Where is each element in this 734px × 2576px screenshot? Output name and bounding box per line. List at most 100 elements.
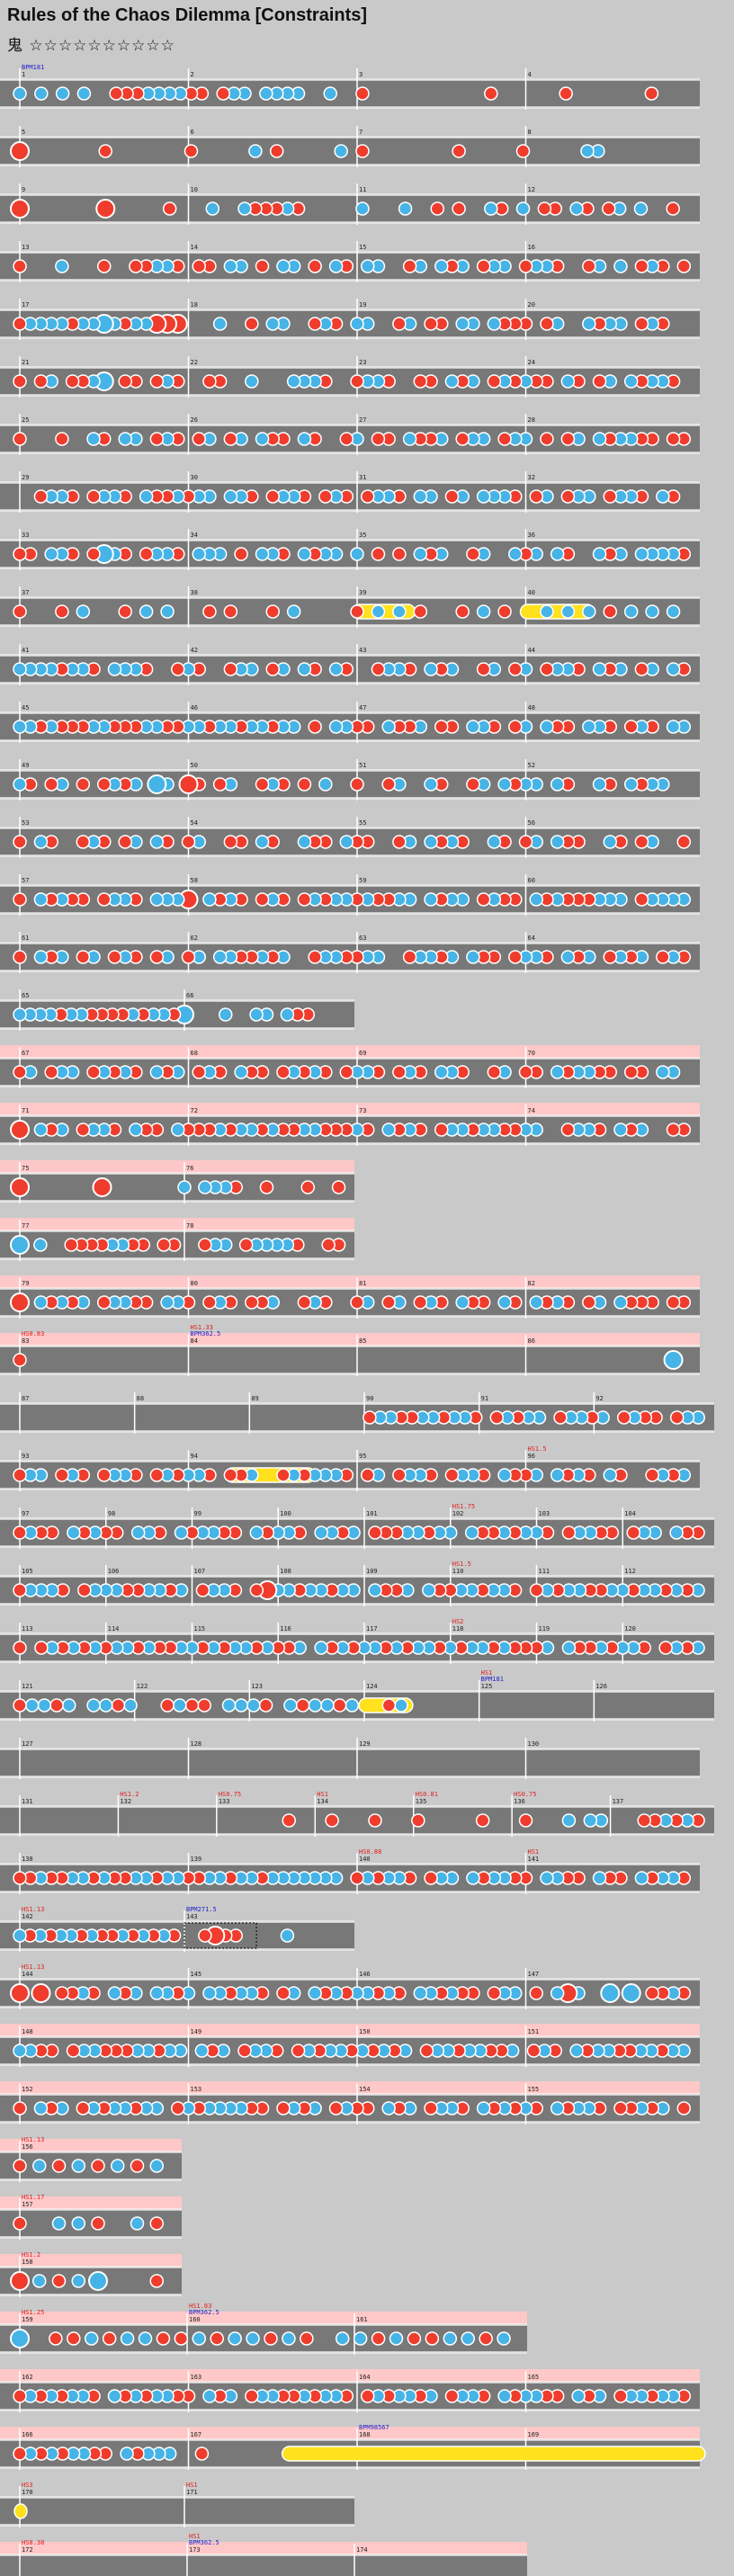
bar-number: 148 [22, 2028, 33, 2035]
ka-note [328, 720, 344, 734]
don-note [223, 604, 238, 619]
bar-number: 97 [22, 1510, 29, 1517]
ka-note [569, 2044, 584, 2058]
scroll-speed-label: HS1 [189, 2533, 201, 2540]
don-note [419, 2044, 434, 2058]
note-lane [0, 2499, 354, 2524]
ka-note [149, 2159, 164, 2173]
don-note [560, 432, 576, 446]
ka-note [160, 1295, 175, 1310]
bar-number: 113 [22, 1625, 33, 1632]
don-note [245, 317, 259, 331]
ka-note [149, 835, 165, 849]
don-note [198, 1238, 212, 1252]
don-note [560, 1123, 576, 1137]
don-note [181, 835, 196, 849]
ka-note [444, 374, 460, 389]
ka-note [540, 604, 554, 619]
don-note [518, 1813, 533, 1828]
don-note [559, 86, 573, 101]
scroll-speed-label: HS0.81 [416, 1791, 438, 1798]
don-note [13, 892, 27, 907]
ka-note [334, 144, 348, 158]
don-note [297, 777, 312, 792]
ka-note [320, 1698, 335, 1713]
bar-number: 149 [191, 2028, 202, 2035]
ka-note [497, 777, 512, 792]
don-note [466, 777, 480, 792]
bar-number: 131 [22, 1798, 33, 1805]
don-note [223, 432, 238, 446]
don-note [392, 835, 407, 849]
bar-number: 109 [366, 1568, 378, 1575]
ka-note [623, 374, 639, 389]
bar-number: 84 [191, 1337, 198, 1345]
ka-note [569, 201, 584, 216]
bar-number: 15 [359, 244, 366, 251]
bar-number: 66 [186, 992, 193, 999]
ka-note [51, 2216, 67, 2231]
ka-note [455, 317, 470, 331]
bar-number: 76 [186, 1165, 193, 1172]
ka-note [484, 201, 498, 216]
ka-note [339, 835, 354, 849]
don-note [476, 662, 491, 676]
bar-number: 92 [595, 1395, 603, 1402]
scroll-speed-label: HS1.2 [22, 2251, 40, 2258]
big-don-note [10, 199, 30, 219]
bar-number: 41 [22, 647, 29, 654]
bar-number: 153 [191, 2086, 202, 2093]
gogo-band [0, 2427, 700, 2439]
bpm-change-label: BPM181 [22, 64, 44, 71]
bar-number: 129 [359, 1740, 371, 1748]
ka-note [219, 1007, 233, 1022]
don-note [33, 489, 49, 504]
ka-note [120, 2331, 135, 2346]
don-note [413, 374, 428, 389]
don-note [452, 144, 466, 158]
ka-note [355, 201, 370, 216]
ka-note [297, 547, 312, 561]
ka-note [392, 604, 407, 619]
scroll-speed-label: HS1.5 [452, 1561, 471, 1568]
don-note [55, 432, 69, 446]
bar-number: 21 [22, 359, 29, 366]
don-note [475, 1813, 490, 1828]
ka-note [71, 2216, 85, 2231]
ka-note [669, 1525, 684, 1540]
don-note [13, 950, 27, 964]
don-note [171, 2101, 185, 2115]
bar-number: 145 [191, 1971, 202, 1978]
ka-note [592, 547, 607, 561]
don-note [355, 86, 370, 101]
bpm-change-label: BPM98567 [359, 2424, 389, 2431]
don-note [198, 1928, 212, 1943]
don-note [332, 1698, 347, 1713]
don-note [291, 2044, 306, 2058]
don-note [381, 777, 396, 792]
don-note [77, 1583, 92, 1597]
ka-note [434, 1065, 449, 1079]
don-note [66, 2044, 81, 2058]
don-note [118, 374, 132, 389]
bar-number: 126 [595, 1683, 607, 1690]
don-note [55, 1986, 69, 2000]
ka-note [76, 604, 91, 619]
don-note [634, 259, 649, 273]
ka-note [283, 1698, 298, 1713]
ka-note [32, 2159, 47, 2173]
ka-note [282, 2331, 296, 2346]
ka-note [205, 201, 220, 216]
bar-number: 154 [359, 2086, 371, 2093]
don-note [318, 489, 333, 504]
don-note [149, 1468, 165, 1482]
don-note [202, 604, 217, 619]
ka-note [221, 1698, 237, 1713]
don-note [139, 547, 154, 561]
ka-note [71, 2274, 85, 2288]
big-ka-note [600, 1983, 621, 2003]
bar-number: 96 [528, 1453, 535, 1460]
don-note [55, 604, 69, 619]
don-note [34, 1641, 49, 1655]
don-note [497, 604, 512, 619]
